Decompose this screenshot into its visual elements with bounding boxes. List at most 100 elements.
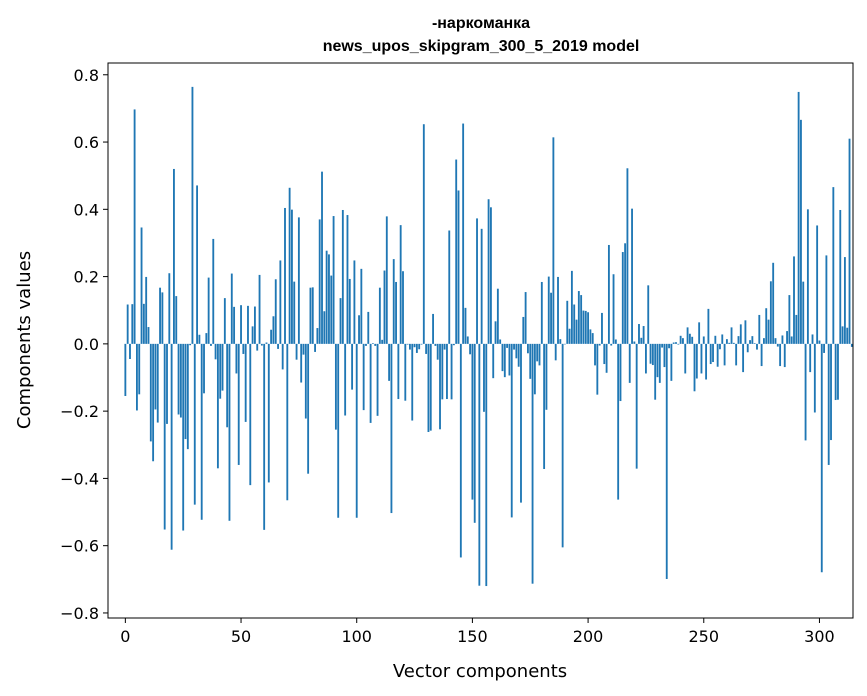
bar [758, 314, 761, 344]
bar [524, 292, 527, 344]
bar [617, 343, 620, 500]
bar [501, 343, 504, 372]
bar [469, 343, 472, 355]
y-tick-label: −0.2 [60, 402, 99, 421]
bar [378, 287, 381, 344]
bar [140, 227, 143, 344]
bar [776, 343, 779, 347]
bar [337, 343, 340, 518]
bar [318, 219, 321, 344]
bar [832, 187, 835, 344]
bar [494, 321, 497, 344]
bar [455, 159, 458, 344]
bar [601, 312, 603, 344]
bar [566, 300, 569, 344]
bar [129, 343, 131, 359]
y-axis: −0.8 −0.6 −0.4 −0.2 0.0 0.2 0.4 0.6 0.8 [60, 66, 108, 623]
bar [677, 343, 680, 345]
bar [503, 343, 506, 378]
bar [223, 298, 226, 344]
bar [270, 329, 273, 344]
bar [843, 257, 846, 344]
bar [274, 279, 277, 344]
bar [557, 276, 559, 344]
bar [193, 343, 196, 505]
bar [420, 343, 423, 345]
bar [751, 336, 754, 344]
bar [591, 333, 594, 344]
bar [670, 343, 673, 381]
bar [834, 343, 837, 401]
bar [823, 343, 825, 353]
bar [263, 343, 266, 530]
bar [506, 343, 509, 348]
bar [675, 342, 677, 344]
bar [698, 322, 701, 344]
bar [161, 292, 164, 344]
bar [793, 256, 795, 344]
bar [489, 207, 492, 344]
bar [753, 343, 756, 344]
bar [149, 343, 152, 442]
bar [156, 343, 159, 423]
y-tick-label: 0.2 [74, 268, 99, 287]
bar [374, 343, 377, 346]
bar [237, 343, 240, 465]
bar [779, 343, 782, 367]
bar [714, 335, 717, 344]
bar [550, 292, 552, 344]
bar [240, 305, 242, 344]
bar [531, 343, 534, 584]
bar [242, 343, 245, 354]
bar [163, 343, 166, 530]
bar [260, 343, 263, 346]
bar [800, 119, 802, 344]
bar [365, 343, 367, 346]
bar [522, 316, 525, 344]
bar [145, 276, 148, 344]
bar [179, 343, 182, 418]
bar [598, 343, 601, 346]
bar [790, 336, 793, 344]
chart-subtitle: news_upos_skipgram_300_5_2019 model [323, 38, 640, 55]
bar [168, 273, 171, 344]
bar [682, 338, 684, 344]
bar [508, 343, 511, 376]
bar [142, 303, 145, 344]
bar [781, 335, 784, 344]
bar [316, 328, 319, 344]
bar [702, 336, 705, 344]
y-axis-label: Components values [14, 251, 35, 429]
bar [464, 307, 467, 344]
bar [323, 311, 326, 344]
bar [635, 343, 638, 469]
bar [205, 333, 208, 344]
bar [707, 308, 710, 344]
bar [496, 288, 499, 344]
bar [712, 343, 714, 363]
bar [848, 138, 851, 344]
bar [647, 285, 650, 344]
bar [397, 343, 400, 400]
bar [244, 343, 247, 422]
bar [300, 343, 303, 383]
bar [656, 343, 659, 378]
bar [559, 339, 562, 344]
bar [587, 312, 590, 344]
bar [413, 343, 416, 348]
bar [605, 343, 608, 373]
bar [573, 304, 576, 344]
bar [476, 218, 478, 344]
bar [478, 343, 481, 586]
bar [480, 228, 483, 344]
x-tick-label: 300 [804, 627, 835, 646]
bar [427, 343, 430, 432]
bar [658, 343, 661, 383]
bar [267, 343, 270, 483]
bar [568, 328, 571, 344]
bar [554, 343, 557, 361]
bar [846, 327, 849, 344]
bar [138, 343, 141, 395]
bar [564, 343, 566, 345]
